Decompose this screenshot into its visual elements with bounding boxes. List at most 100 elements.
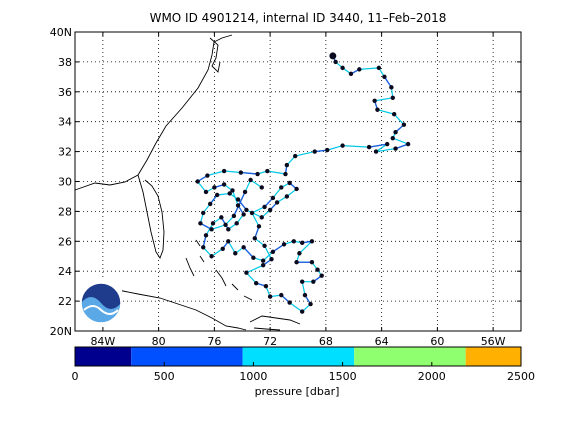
profile-point [284,162,290,168]
profile-point [281,242,287,247]
profile-point [244,270,249,275]
profile-point [299,240,305,245]
profile-point [319,273,324,278]
profile-point [366,144,372,150]
profile-point [259,215,264,220]
profile-point [348,71,354,77]
track-segment [395,143,409,150]
profile-point [308,301,313,307]
profile-point [201,210,206,216]
profile-point [373,149,379,154]
colorbar-tick-label: 1500 [329,370,357,383]
profile-point [299,279,305,284]
profile-point [312,149,317,154]
profile-point [299,309,305,314]
lat-tick-label: 40N [50,26,72,39]
profile-point [270,195,276,201]
lat-tick-label: 20N [50,325,72,338]
track-segment [237,199,247,211]
profile-point [267,207,273,213]
track-segment [272,243,285,253]
profile-point [259,185,264,190]
profile-point [251,255,256,260]
profile-point [265,168,270,174]
profile-point [231,213,237,219]
profile-point [279,185,284,190]
profile-point [267,294,273,299]
profile-point [233,251,238,256]
profile-point [372,98,377,103]
colorbar-tick-label: 1000 [239,370,267,383]
profile-point [333,59,338,65]
lon-tick-label: 64 [375,335,389,348]
profile-point [390,135,395,141]
profile-point [382,74,387,80]
profile-point [260,263,266,268]
track-segment [368,143,388,148]
profile-point [238,170,244,175]
colorbar-bin [465,347,521,366]
profile-point [248,177,253,183]
profile-point [309,239,315,244]
profile-point [209,227,214,232]
lon-tick-label: 68 [319,335,333,348]
hispaniola-coastline [249,315,301,331]
profile-point [210,221,216,226]
lat-tick-label: 36 [58,86,72,99]
profile-point [249,210,255,216]
profile-point [357,67,362,72]
profile-point [393,129,398,135]
profile-point [302,292,308,298]
profile-point [255,171,260,177]
profile-point [235,197,241,202]
lon-tick-label: 80 [152,335,166,348]
profile-point [241,245,246,250]
profile-point [195,179,200,184]
profile-point [315,267,320,272]
profile-point [234,221,239,226]
profile-point [309,260,315,265]
colorbar-tick-label: 0 [72,370,79,383]
pressure-colorbar: 0 500 1000 1500 2000 2500 [72,346,535,383]
profile-point [390,95,395,100]
float-track [195,52,411,314]
lat-tick-label: 38 [58,56,72,69]
profile-point [274,200,280,205]
profile-point [263,283,269,289]
profile-point [376,65,382,71]
lat-tick-label: 22 [58,295,72,308]
colorbar-tick-label: 2000 [418,370,446,383]
profile-point [385,141,390,147]
profile-point [221,168,227,174]
profile-point [201,245,206,250]
colorbar-bin [131,347,243,366]
profile-point [389,85,394,90]
profile-point [340,143,345,148]
track-segment [240,171,258,175]
profile-point [293,153,298,159]
profile-point [252,236,257,241]
florida-coastline [137,174,165,259]
profile-point [269,257,274,262]
profile-point [244,207,249,213]
profile-point [242,189,248,195]
profile-point [220,246,225,251]
profile-point [294,186,299,192]
colorbar-bin [242,347,355,366]
profile-point [291,239,297,244]
profile-point [294,260,299,265]
profile-point [260,258,266,263]
profile-point [329,52,337,60]
profile-point [325,147,330,153]
profile-point [270,249,276,254]
profile-point [221,182,227,187]
profile-point [279,292,284,298]
profile-point [198,221,203,226]
track-line [196,55,410,313]
lon-tick-label: 72 [263,335,277,348]
profile-point [226,227,231,232]
us-east-coastline [74,34,233,191]
profile-point [219,215,224,220]
map-axes: 84W 80 76 72 68 64 60 56W 20N 22 24 26 28 30 32 34 36 38 4… [50,26,521,348]
